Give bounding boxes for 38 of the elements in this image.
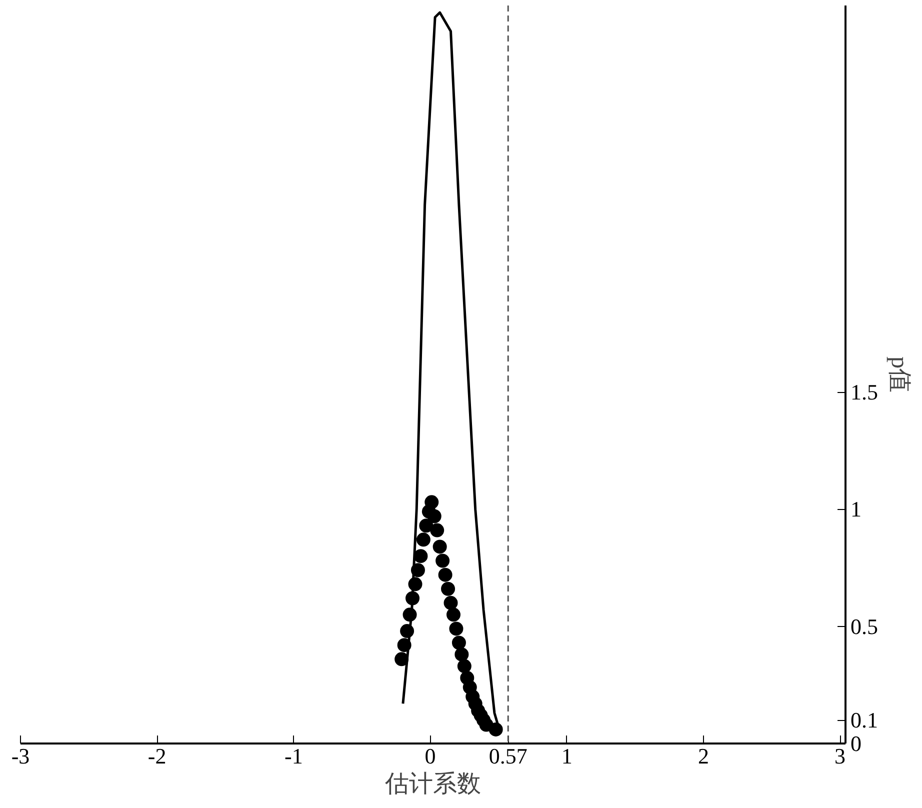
- point: [430, 523, 444, 538]
- point: [441, 582, 456, 596]
- x-tick-label: -1: [284, 744, 303, 768]
- point: [402, 608, 417, 622]
- point: [444, 596, 458, 610]
- point: [427, 509, 442, 524]
- point: [416, 532, 430, 547]
- x-axis-title: 估计系数: [384, 772, 481, 798]
- y-tick-label: 1: [850, 496, 862, 522]
- y-axis-title: p值: [886, 356, 912, 392]
- point: [446, 608, 460, 622]
- point: [419, 518, 434, 533]
- x-tick-label: -2: [148, 744, 166, 768]
- y-tick-label: 0.1: [850, 708, 878, 733]
- x-tick-label: 0: [424, 744, 436, 768]
- point: [432, 540, 447, 554]
- y-tick-label: 1.5: [850, 380, 878, 405]
- point: [488, 722, 503, 736]
- point: [394, 652, 409, 666]
- point: [449, 622, 464, 636]
- y-tick-label: 0.5: [850, 614, 878, 639]
- point: [436, 554, 450, 568]
- x-tick-label: 2: [698, 744, 709, 768]
- point: [454, 647, 469, 662]
- x-tick-label: 1: [561, 744, 572, 768]
- point: [457, 659, 472, 674]
- point: [438, 568, 452, 582]
- point: [424, 495, 439, 510]
- x-tick-label: 3: [834, 744, 846, 768]
- point: [410, 563, 425, 578]
- point: [414, 549, 428, 564]
- x-tick-label: 0.57: [488, 744, 528, 768]
- x-tick-label: -3: [11, 744, 30, 768]
- point: [406, 591, 420, 606]
- point: [397, 638, 412, 652]
- point: [452, 636, 466, 650]
- point: [408, 577, 422, 592]
- point: [400, 624, 414, 638]
